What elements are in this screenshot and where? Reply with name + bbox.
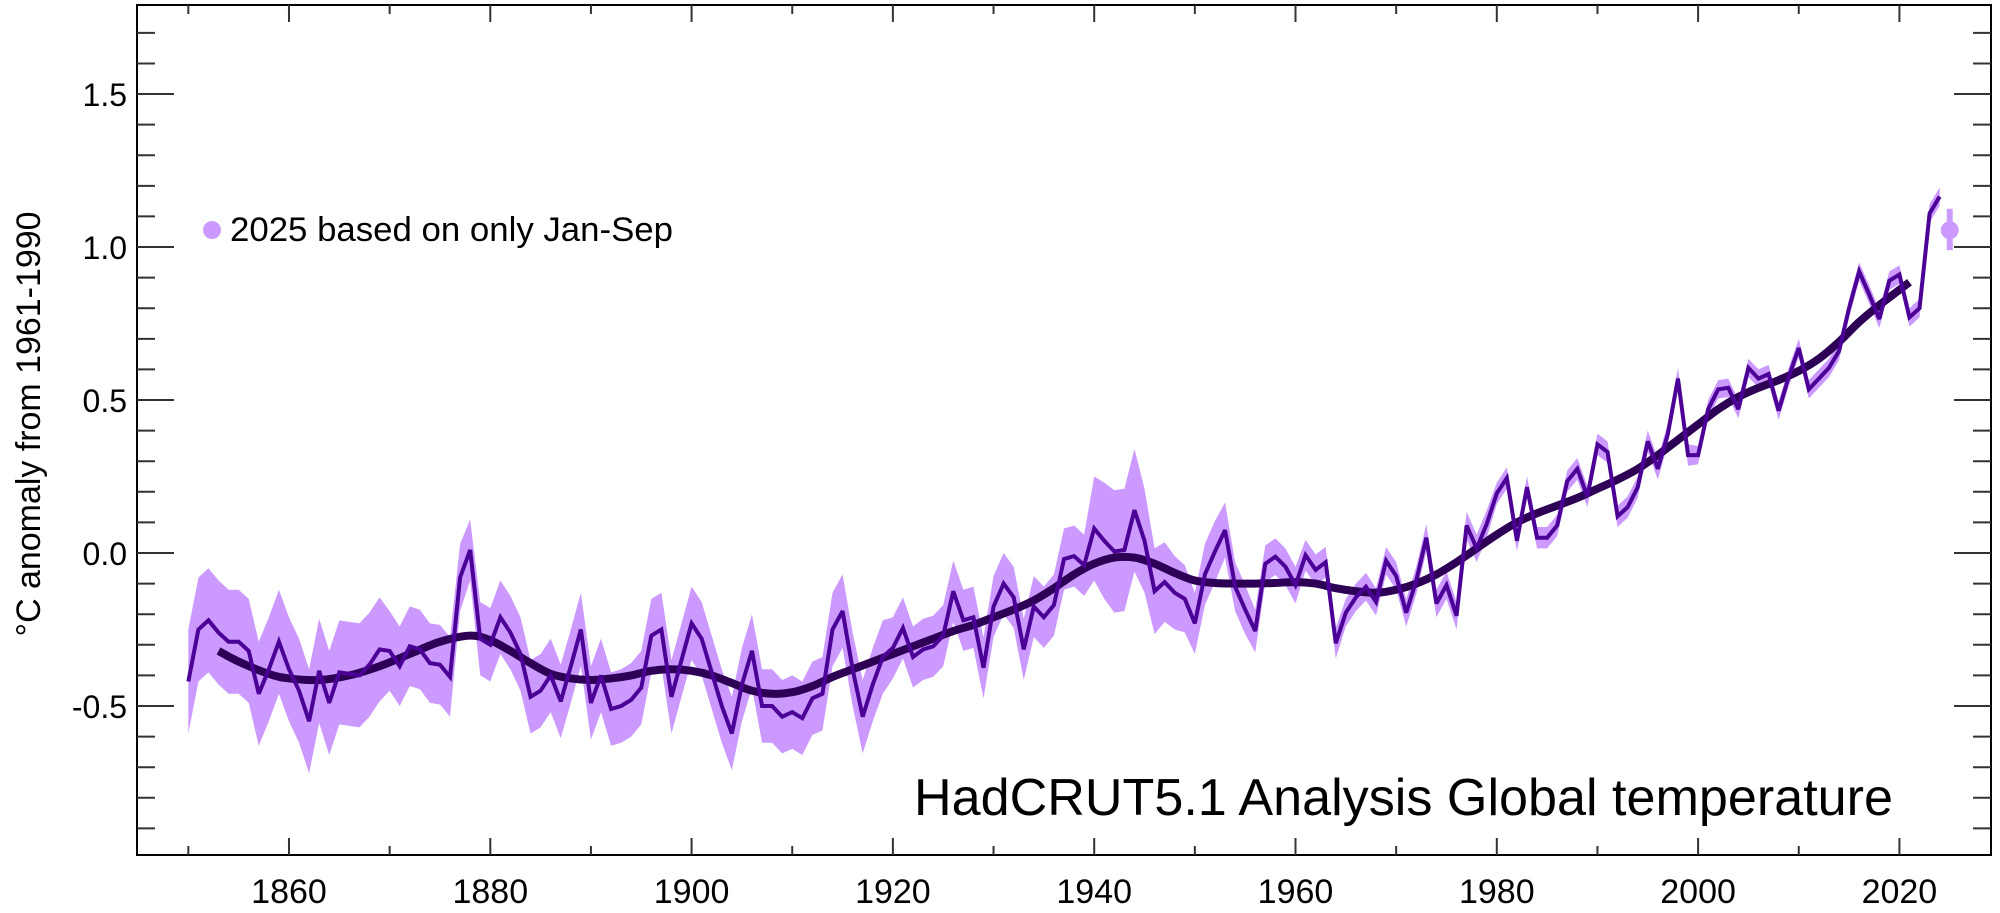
x-tick-label: 1860 <box>251 873 327 911</box>
y-tick-label: 1.5 <box>83 77 127 113</box>
x-tick-label: 1960 <box>1258 873 1334 911</box>
y-tick-label: 0.0 <box>83 536 127 572</box>
y-tick-label: -0.5 <box>72 689 127 725</box>
x-tick-label: 1920 <box>855 873 931 911</box>
y-tick-label: 0.5 <box>83 383 127 419</box>
uncertainty-band <box>188 187 1940 774</box>
highlight-point-2025 <box>1940 221 1959 240</box>
uncertainty-band-layer <box>188 187 1940 774</box>
highlight-point-layer <box>1940 208 1959 251</box>
annual-series-line <box>186 195 1942 735</box>
axes <box>136 4 1992 856</box>
x-tick-label: 2020 <box>1862 873 1938 911</box>
y-tick-label: 1.0 <box>83 230 127 266</box>
y-axis-title: °C anomaly from 1961-1990 <box>10 212 48 637</box>
legend-label: 2025 based on only Jan-Sep <box>230 211 673 249</box>
x-tick-labels: 1860 1880 1900 1920 1940 1960 1980 2000 2020 <box>251 873 1937 911</box>
legend: 2025 based on only Jan-Sep <box>203 211 673 249</box>
smoothed-series-line <box>216 279 1912 698</box>
y-tick-labels: -0.5 0.0 0.5 1.0 1.5 <box>72 77 127 725</box>
legend-marker-dot <box>203 221 221 239</box>
x-tick-label: 1980 <box>1459 873 1535 911</box>
x-tick-label: 1880 <box>452 873 528 911</box>
plot-frame <box>136 4 1992 856</box>
smoothed-series-layer <box>216 279 1912 698</box>
chart-title: HadCRUT5.1 Analysis Global temperature <box>914 769 1893 827</box>
x-tick-label: 1940 <box>1056 873 1132 911</box>
annual-series-layer <box>186 195 1942 735</box>
x-tick-label: 2000 <box>1660 873 1736 911</box>
x-tick-label: 1900 <box>654 873 730 911</box>
